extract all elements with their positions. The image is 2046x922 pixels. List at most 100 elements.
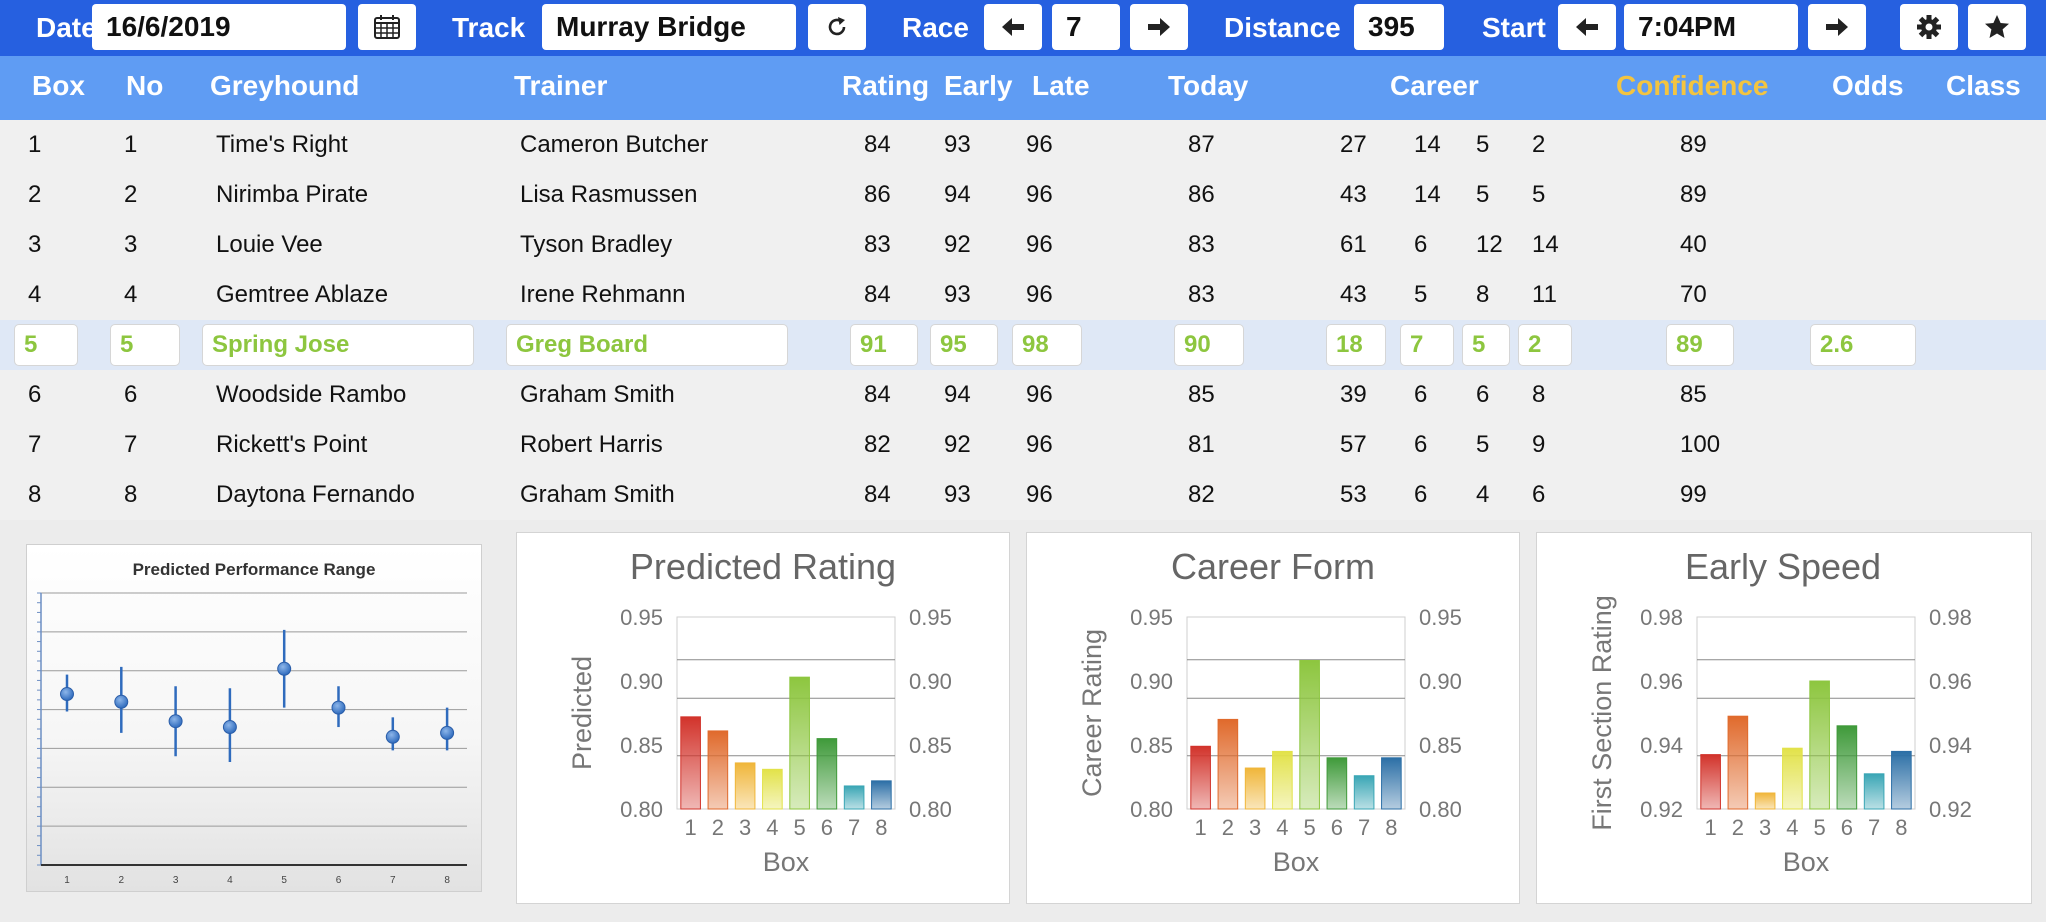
x-tick-label: 8	[1385, 815, 1397, 840]
cell-career-wins: 6	[1414, 231, 1428, 258]
cell-early: 93	[944, 131, 971, 158]
table-row[interactable]: 6 6 Woodside Rambo Graham Smith 84 94 96 85 39 6 6…	[0, 370, 2046, 420]
cell-trainer[interactable]: Greg Board	[506, 324, 788, 366]
cell-rating: 82	[864, 431, 891, 458]
cell-career-thirds: 14	[1532, 231, 1559, 258]
cell-box: 2	[28, 181, 42, 208]
cell-rating: 84	[864, 281, 891, 308]
table-row[interactable]: 4 4 Gemtree Ablaze Irene Rehmann 84 93 96 83 43 5…	[0, 270, 2046, 320]
cell-career-seconds[interactable]: 5	[1462, 324, 1510, 366]
cell-odds[interactable]: 2.6	[1810, 324, 1916, 366]
x-tick-label: 6	[336, 875, 342, 886]
table-row[interactable]: 2 2 Nirimba Pirate Lisa Rasmussen 86 94 96 86 43…	[0, 170, 2046, 220]
data-point	[440, 725, 455, 740]
gear-icon	[1917, 15, 1941, 39]
x-tick-label: 1	[64, 875, 70, 886]
y-axis-label: Predicted	[567, 656, 597, 770]
column-header-class[interactable]: Class	[1946, 70, 2021, 101]
cell-rating[interactable]: 91	[850, 324, 918, 366]
cell-late[interactable]: 98	[1012, 324, 1082, 366]
cell-career-starts[interactable]: 18	[1326, 324, 1386, 366]
data-point	[277, 661, 292, 676]
column-header-rating[interactable]: Rating	[842, 70, 930, 101]
favorite-button[interactable]	[1968, 4, 2026, 50]
race-next-button[interactable]	[1130, 4, 1188, 50]
calendar-button[interactable]	[358, 4, 416, 50]
cell-rating: 86	[864, 181, 891, 208]
column-header-today[interactable]: Today	[1168, 70, 1249, 101]
column-header-confidence[interactable]: Confidence	[1616, 70, 1769, 101]
bar	[1190, 745, 1211, 810]
cell-career-wins[interactable]: 7	[1400, 324, 1454, 366]
bar	[1782, 747, 1803, 810]
cell-career-thirds: 6	[1532, 481, 1546, 508]
bar	[843, 785, 865, 810]
column-header-odds[interactable]: Odds	[1832, 70, 1904, 101]
cell-late: 96	[1026, 381, 1053, 408]
cell-no: 2	[124, 181, 138, 208]
start-prev-button[interactable]	[1558, 4, 1616, 50]
cell-career-starts: 43	[1340, 181, 1367, 208]
track-input[interactable]: Murray Bridge	[542, 4, 796, 50]
cell-late: 96	[1026, 481, 1053, 508]
cell-trainer: Irene Rehmann	[520, 281, 686, 308]
x-tick-label: 7	[1358, 815, 1370, 840]
column-header-late[interactable]: Late	[1032, 70, 1090, 101]
cell-rating: 84	[864, 381, 891, 408]
bar	[1299, 660, 1320, 810]
y2-tick-label: 0.85	[909, 733, 952, 758]
table-row[interactable]: 1 1 Time's Right Cameron Butcher 84 93 96 87 27 1…	[0, 120, 2046, 170]
cell-confidence[interactable]: 89	[1666, 324, 1734, 366]
table-row[interactable]: 8 8 Daytona Fernando Graham Smith 84 93 96 82 53…	[0, 470, 2046, 520]
y-tick-label: 0.80	[620, 797, 663, 822]
column-header-box[interactable]: Box	[32, 70, 85, 101]
x-tick-label: 4	[227, 875, 233, 886]
x-tick-label: 6	[821, 815, 833, 840]
start-next-button[interactable]	[1808, 4, 1866, 50]
cell-no[interactable]: 5	[110, 324, 180, 366]
distance-label: Distance	[1224, 12, 1341, 43]
early-speed-panel: Early Speed 0.92 0.92 0.94 0.94 0.96 0.96 0.98 0…	[1536, 532, 2032, 904]
column-header-greyhound[interactable]: Greyhound	[210, 70, 360, 101]
x-axis-label: Box	[1273, 847, 1320, 877]
race-prev-button[interactable]	[984, 4, 1042, 50]
data-point	[385, 729, 400, 744]
settings-button[interactable]	[1900, 4, 1958, 50]
y2-tick-label: 0.80	[1419, 797, 1462, 822]
table-row[interactable]: 5 5 Spring Jose Greg Board 91 95 98 90 18 7 5 2 89 2.…	[0, 320, 2046, 370]
start-label: Start	[1482, 12, 1546, 43]
column-header-no[interactable]: No	[126, 70, 164, 101]
start-time-input[interactable]: 7:04PM	[1624, 4, 1798, 50]
cell-today[interactable]: 90	[1174, 324, 1244, 366]
cell-greyhound[interactable]: Spring Jose	[202, 324, 474, 366]
distance-input[interactable]: 395	[1354, 4, 1444, 50]
cell-box[interactable]: 5	[14, 324, 78, 366]
cell-no: 8	[124, 481, 138, 508]
cell-no: 4	[124, 281, 138, 308]
column-header-career[interactable]: Career	[1390, 70, 1479, 101]
cell-trainer: Cameron Butcher	[520, 131, 709, 158]
cell-late: 96	[1026, 181, 1053, 208]
race-number-input[interactable]: 7	[1052, 4, 1120, 50]
predicted-rating-chart: Predicted Rating 0.80 0.80 0.85 0.85 0.90 0.90…	[567, 546, 952, 877]
table-row[interactable]: 3 3 Louie Vee Tyson Bradley 83 92 96 83 61 6 12 14 4…	[0, 220, 2046, 270]
data-point	[168, 714, 183, 729]
table-row[interactable]: 7 7 Rickett's Point Robert Harris 82 92 96 81 57…	[0, 420, 2046, 470]
x-tick-label: 5	[794, 815, 806, 840]
bar	[1326, 757, 1348, 810]
cell-career-thirds[interactable]: 2	[1518, 324, 1572, 366]
cell-no: 6	[124, 381, 138, 408]
x-tick-label: 3	[739, 815, 751, 840]
x-tick-label: 8	[444, 875, 450, 886]
x-tick-label: 7	[1868, 815, 1880, 840]
data-point	[222, 720, 237, 735]
column-header-early[interactable]: Early	[944, 70, 1013, 101]
date-input[interactable]: 16/6/2019	[92, 4, 346, 50]
cell-career-wins: 6	[1414, 481, 1428, 508]
y-tick-label: 0.85	[1130, 733, 1173, 758]
bar	[707, 730, 729, 810]
cell-early[interactable]: 95	[930, 324, 998, 366]
refresh-button[interactable]	[808, 4, 866, 50]
column-header-trainer[interactable]: Trainer	[514, 70, 608, 101]
runner-table: 1 1 Time's Right Cameron Butcher 84 93 96 87 27 1…	[0, 120, 2046, 520]
